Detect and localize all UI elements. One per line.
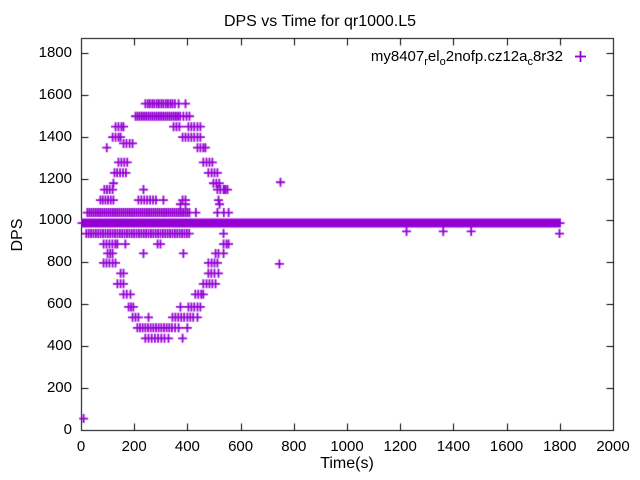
x-tick-label: 1600 xyxy=(489,438,524,455)
x-tick-label: 1200 xyxy=(383,438,417,455)
y-tick-label: 1800 xyxy=(38,43,72,61)
y-tick-label: 1400 xyxy=(38,127,72,145)
plus-marker-icon xyxy=(575,51,586,62)
x-tick-label: 0 xyxy=(76,438,86,455)
x-tick-label: 400 xyxy=(174,438,200,455)
y-tick-label: 1000 xyxy=(38,211,72,229)
x-tick-label: 1000 xyxy=(330,438,364,455)
x-tick-label: 200 xyxy=(121,438,147,455)
x-tick-label: 1400 xyxy=(436,438,471,455)
y-tick-label: 1200 xyxy=(38,169,72,187)
y-tick-label: 1600 xyxy=(38,85,72,103)
x-tick-label: 800 xyxy=(281,438,307,455)
y-tick-label: 600 xyxy=(46,295,72,313)
x-tick-label: 600 xyxy=(228,438,254,455)
x-axis-label: Time(s) xyxy=(320,455,374,472)
chart-title: DPS vs Time for qr1000.L5 xyxy=(223,13,417,30)
legend: my8407relo2nofp.cz12ac8r32 xyxy=(370,48,586,68)
y-tick-label: 0 xyxy=(63,421,72,438)
x-tick-label: 1800 xyxy=(543,438,577,455)
y-tick-label: 200 xyxy=(46,379,72,397)
legend-series-label: my8407relo2nofp.cz12ac8r32 xyxy=(370,48,563,68)
y-tick-label: 400 xyxy=(46,337,72,355)
y-tick-label: 800 xyxy=(46,253,72,271)
x-tick-label: 2000 xyxy=(596,438,630,455)
